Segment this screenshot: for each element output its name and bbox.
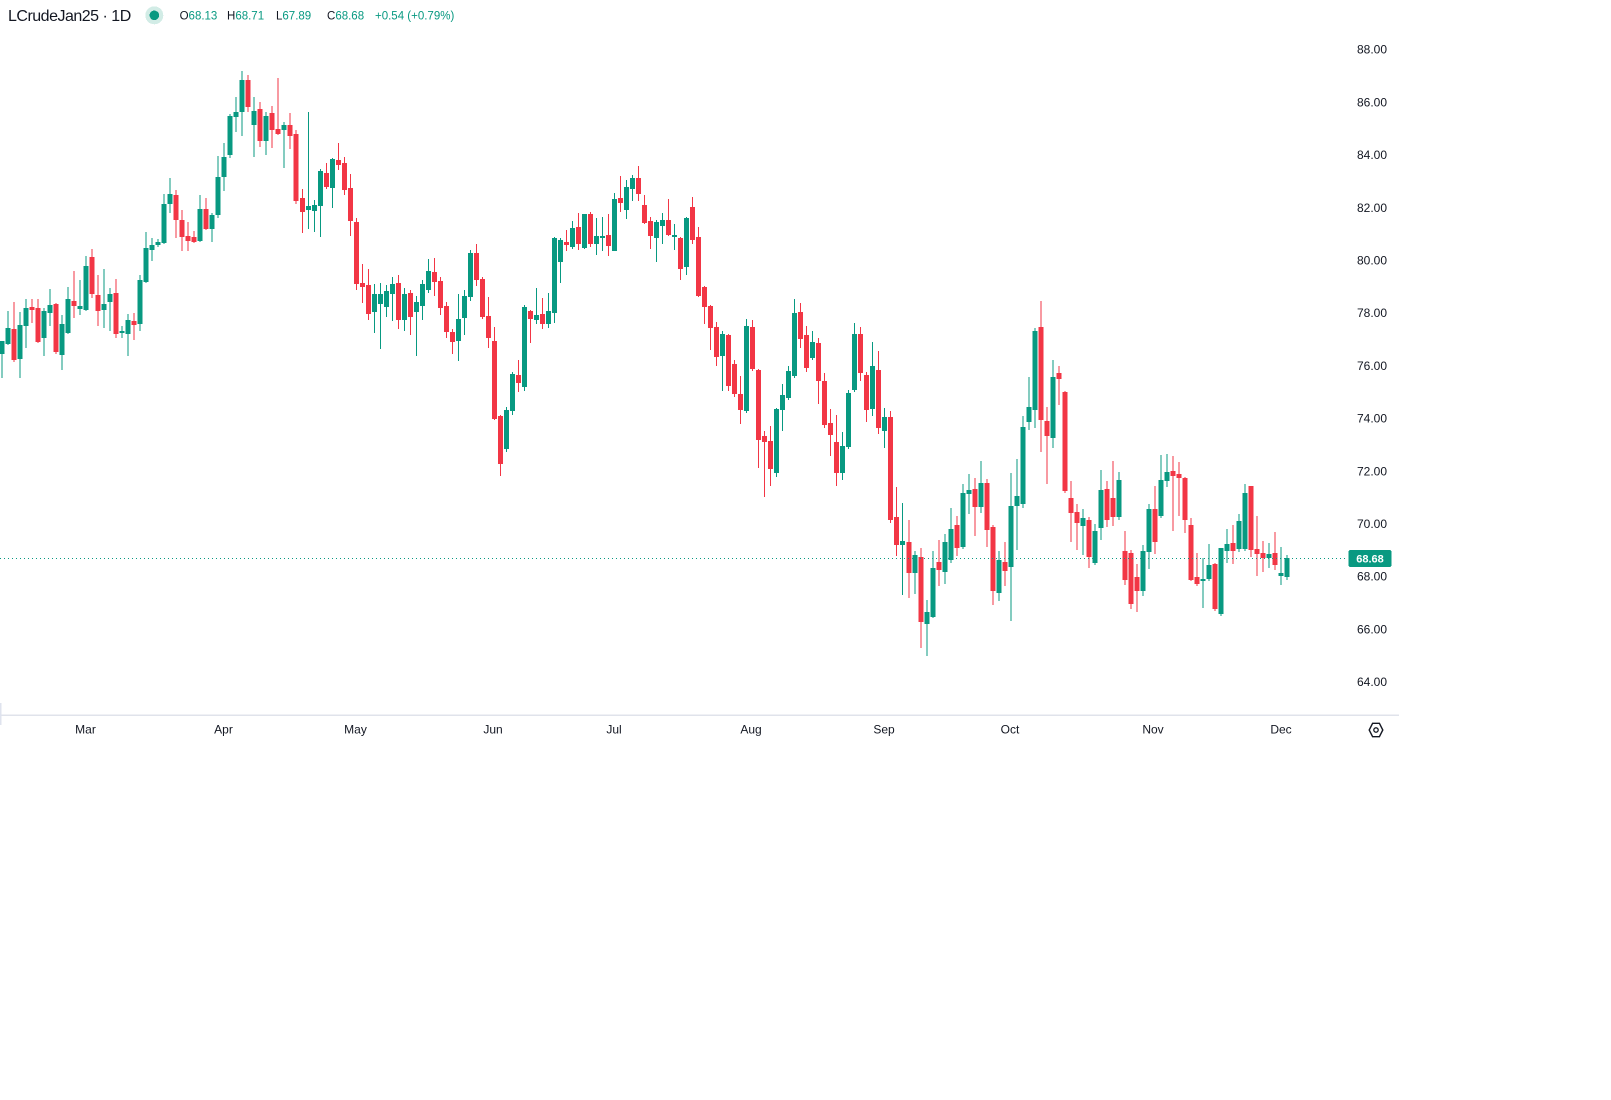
svg-text:78.00: 78.00 [1357, 306, 1387, 320]
svg-text:Jul: Jul [606, 722, 621, 736]
svg-text:C68.68: C68.68 [327, 11, 364, 23]
svg-text:Aug: Aug [740, 722, 761, 736]
svg-text:L67.89: L67.89 [276, 11, 311, 23]
svg-text:+0.54 (+0.79%): +0.54 (+0.79%) [375, 11, 454, 23]
svg-text:LCrudeJan25 · 1D: LCrudeJan25 · 1D [8, 8, 131, 25]
svg-text:O68.13: O68.13 [180, 11, 218, 23]
svg-text:Jun: Jun [483, 722, 502, 736]
svg-text:Sep: Sep [873, 722, 895, 736]
svg-text:80.00: 80.00 [1357, 254, 1387, 268]
svg-text:88.00: 88.00 [1357, 43, 1387, 57]
svg-text:82.00: 82.00 [1357, 201, 1387, 215]
svg-text:Nov: Nov [1142, 722, 1163, 736]
svg-text:Mar: Mar [75, 722, 96, 736]
svg-text:Apr: Apr [214, 722, 233, 736]
svg-text:86.00: 86.00 [1357, 95, 1387, 109]
svg-text:Oct: Oct [1001, 722, 1020, 736]
svg-text:72.00: 72.00 [1357, 464, 1387, 478]
svg-text:H68.71: H68.71 [227, 11, 264, 23]
svg-text:84.00: 84.00 [1357, 148, 1387, 162]
svg-text:May: May [344, 722, 367, 736]
svg-text:Dec: Dec [1270, 722, 1291, 736]
svg-text:68.00: 68.00 [1357, 570, 1387, 584]
svg-text:76.00: 76.00 [1357, 359, 1387, 373]
svg-text:70.00: 70.00 [1357, 517, 1387, 531]
svg-text:64.00: 64.00 [1357, 675, 1387, 689]
svg-text:68.68: 68.68 [1356, 554, 1384, 566]
svg-text:74.00: 74.00 [1357, 412, 1387, 426]
svg-text:66.00: 66.00 [1357, 622, 1387, 636]
